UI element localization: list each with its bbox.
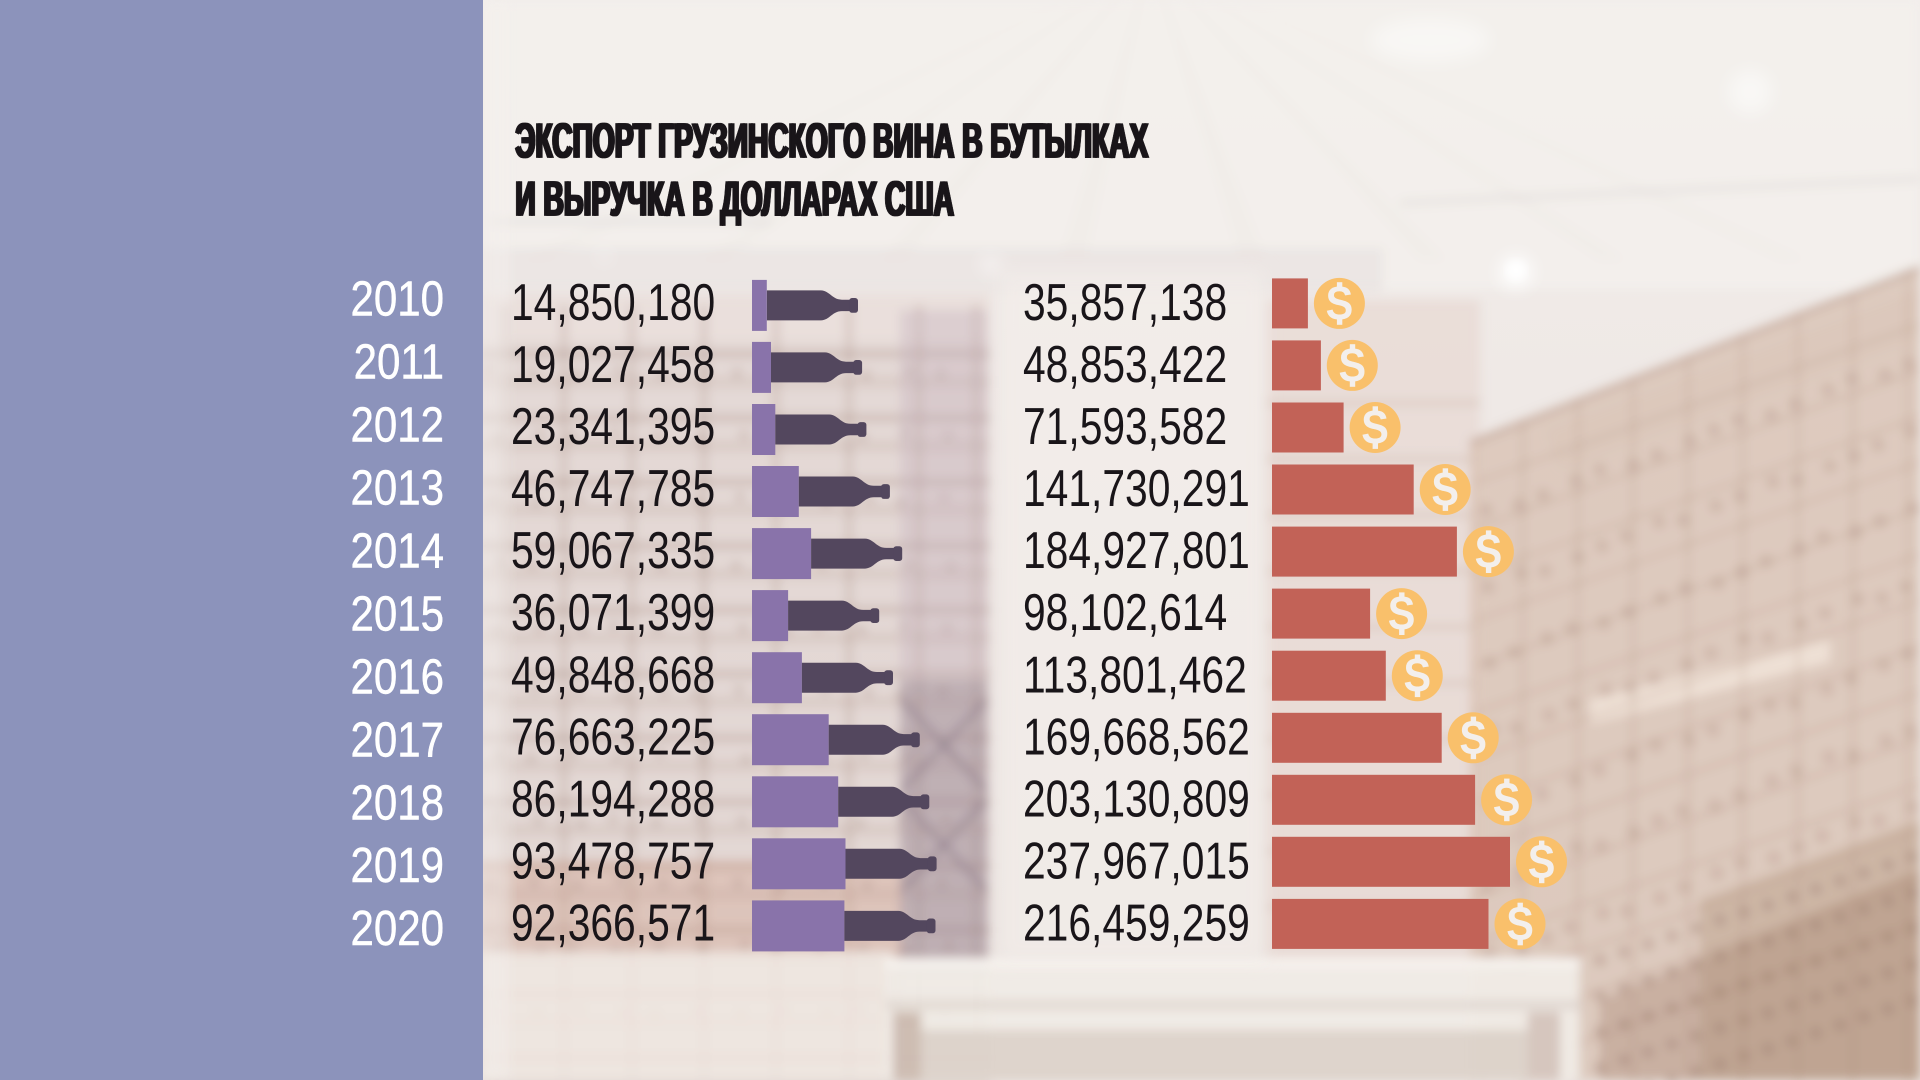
svg-text:2020: 2020	[350, 901, 444, 956]
svg-text:71,593,582: 71,593,582	[1023, 397, 1227, 455]
svg-text:2013: 2013	[350, 461, 444, 516]
svg-text:113,801,462: 113,801,462	[1023, 645, 1247, 703]
svg-text:23,341,395: 23,341,395	[511, 397, 715, 455]
svg-text:35,857,138: 35,857,138	[1023, 273, 1227, 331]
svg-text:2011: 2011	[354, 335, 444, 390]
svg-text:И ВЫРУЧКА В ДОЛЛАРАХ США: И ВЫРУЧКА В ДОЛЛАРАХ США	[514, 173, 953, 227]
svg-text:76,663,225: 76,663,225	[511, 708, 715, 766]
svg-text:14,850,180: 14,850,180	[511, 273, 715, 331]
svg-text:98,102,614: 98,102,614	[1023, 583, 1227, 641]
svg-text:2012: 2012	[350, 398, 444, 453]
svg-text:48,853,422: 48,853,422	[1023, 335, 1227, 393]
svg-text:216,459,259: 216,459,259	[1023, 894, 1250, 952]
svg-text:237,967,015: 237,967,015	[1023, 832, 1250, 890]
svg-text:2010: 2010	[350, 272, 444, 327]
svg-text:ЭКСПОРТ ГРУЗИНСКОГО ВИНА В БУТ: ЭКСПОРТ ГРУЗИНСКОГО ВИНА В БУТЫЛКАХ	[517, 115, 1150, 169]
svg-text:36,071,399: 36,071,399	[511, 583, 715, 641]
svg-text:2018: 2018	[350, 775, 444, 830]
svg-text:49,848,668: 49,848,668	[511, 645, 715, 703]
svg-text:И ВЫРУЧКА В ДОЛЛАРАХ США: И ВЫРУЧКА В ДОЛЛАРАХ США	[517, 173, 956, 227]
svg-text:46,747,785: 46,747,785	[511, 459, 715, 517]
svg-text:92,366,571: 92,366,571	[511, 894, 715, 952]
svg-text:2016: 2016	[350, 649, 444, 704]
svg-text:2019: 2019	[350, 838, 444, 893]
svg-text:93,478,757: 93,478,757	[511, 832, 715, 890]
svg-text:2014: 2014	[350, 523, 444, 578]
svg-text:184,927,801: 184,927,801	[1023, 521, 1250, 579]
svg-text:141,730,291: 141,730,291	[1023, 459, 1250, 517]
svg-text:ЭКСПОРТ ГРУЗИНСКОГО ВИНА В БУТ: ЭКСПОРТ ГРУЗИНСКОГО ВИНА В БУТЫЛКАХ	[514, 115, 1147, 169]
svg-text:86,194,288: 86,194,288	[511, 770, 715, 828]
svg-text:2017: 2017	[350, 712, 444, 767]
svg-text:2015: 2015	[350, 586, 444, 641]
svg-text:59,067,335: 59,067,335	[511, 521, 715, 579]
svg-text:19,027,458: 19,027,458	[511, 335, 715, 393]
svg-text:169,668,562: 169,668,562	[1023, 708, 1250, 766]
svg-text:203,130,809: 203,130,809	[1023, 770, 1250, 828]
